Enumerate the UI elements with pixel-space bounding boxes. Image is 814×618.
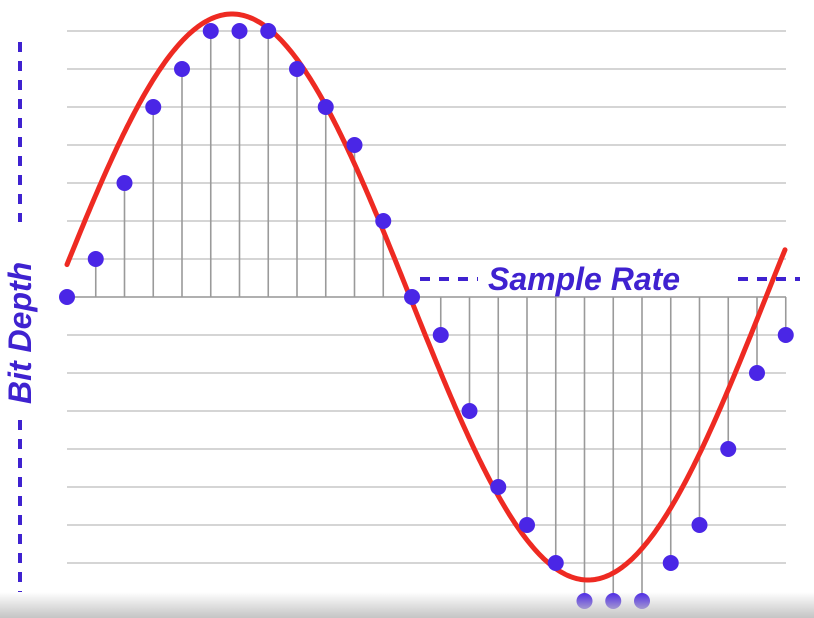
sample-point xyxy=(634,593,650,609)
bit-depth-label: Bit Depth xyxy=(2,262,38,404)
sample-point xyxy=(519,517,535,533)
sample-point xyxy=(691,517,708,533)
sample-points xyxy=(59,23,794,609)
sample-point xyxy=(346,137,363,153)
sample-point xyxy=(116,175,133,191)
sample-point xyxy=(317,99,334,115)
sample-point xyxy=(547,555,564,571)
sample-point xyxy=(720,441,737,457)
sample-point xyxy=(145,99,162,115)
sample-point xyxy=(375,213,392,229)
sample-point xyxy=(231,23,248,39)
sample-point xyxy=(59,289,75,305)
sample-point xyxy=(260,23,277,39)
sample-point xyxy=(461,403,478,419)
sample-point xyxy=(490,479,507,495)
sample-point xyxy=(576,593,593,609)
sample-lines xyxy=(94,31,787,601)
sample-point xyxy=(174,61,190,77)
sample-point xyxy=(202,23,219,39)
quantization-gridlines xyxy=(67,30,786,564)
sample-rate-label: Sample Rate xyxy=(488,261,680,297)
analog-waveform xyxy=(64,11,788,583)
sample-point xyxy=(289,61,305,77)
sample-point xyxy=(777,327,794,343)
sample-point xyxy=(605,593,622,609)
sample-rate-label-group: Sample Rate xyxy=(420,261,800,297)
sample-point xyxy=(662,555,679,571)
bit-depth-label-group: Bit Depth xyxy=(2,42,38,592)
sample-point xyxy=(87,251,104,267)
sample-point xyxy=(749,365,765,381)
sample-point xyxy=(432,327,449,343)
sample-point xyxy=(404,289,420,305)
